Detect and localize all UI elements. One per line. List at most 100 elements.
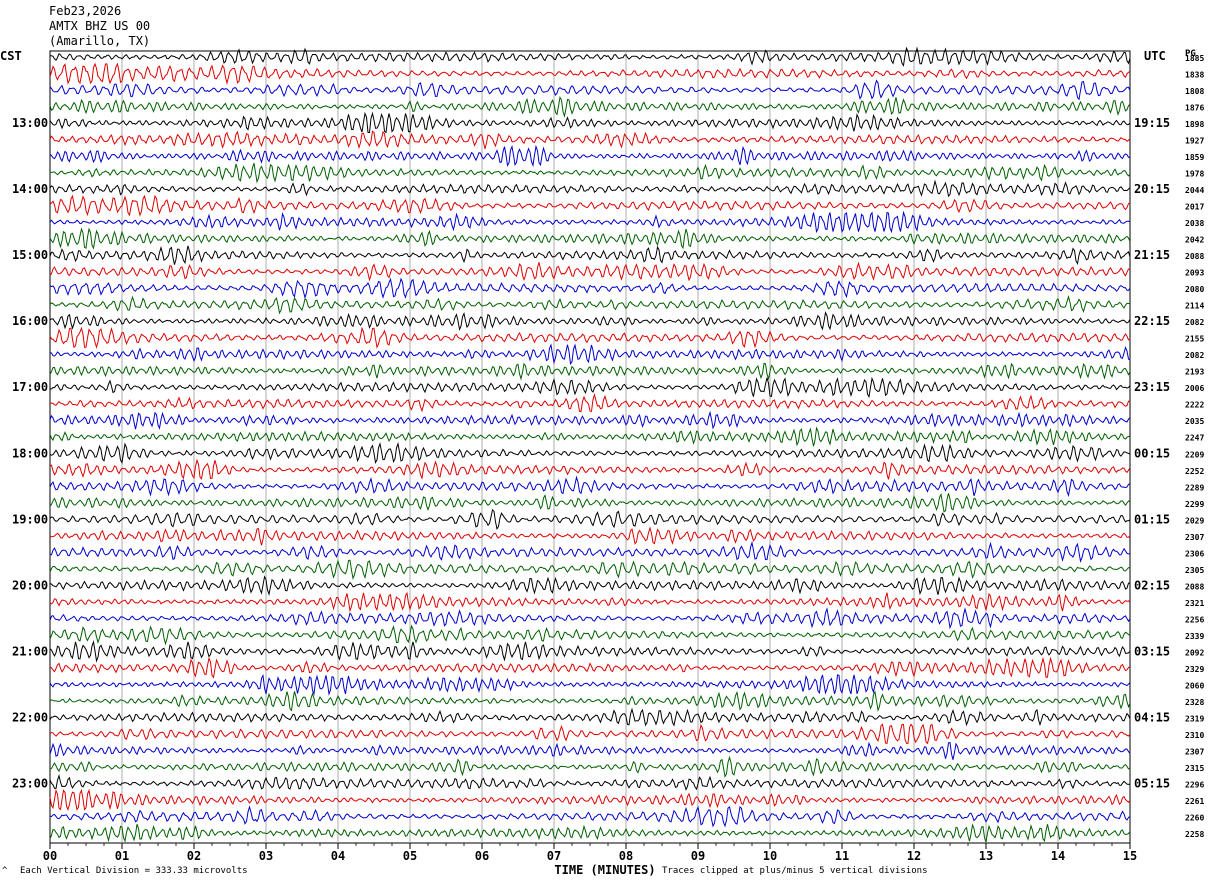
trace-offset-label: 2299 <box>1185 500 1204 509</box>
trace-line <box>49 62 1131 85</box>
trace-offset-label: 2044 <box>1185 186 1204 195</box>
left-hour-label: 15:00 <box>12 248 48 262</box>
right-hour-label: 01:15 <box>1134 512 1170 526</box>
trace-line <box>49 392 1131 413</box>
trace-line <box>49 95 1131 118</box>
x-axis-label: TIME (MINUTES) <box>554 863 655 877</box>
x-tick-label: 03 <box>259 849 273 863</box>
trace-line <box>49 343 1131 365</box>
trace-line <box>49 508 1131 531</box>
trace-line <box>49 591 1131 613</box>
left-hour-label: 16:00 <box>12 314 48 328</box>
x-tick-label: 05 <box>403 849 417 863</box>
trace-line <box>49 376 1131 399</box>
trace-offset-label: 2060 <box>1185 681 1204 690</box>
left-hour-label: 13:00 <box>12 116 48 130</box>
trace-line <box>49 559 1131 581</box>
left-hour-label: 23:00 <box>12 776 48 790</box>
x-tick-label: 10 <box>763 849 777 863</box>
right-header-label: PG <box>1185 49 1196 59</box>
trace-offset-label: 2252 <box>1185 467 1204 476</box>
x-tick-label: 09 <box>691 849 705 863</box>
trace-line <box>49 277 1131 300</box>
x-tick-label: 13 <box>979 849 993 863</box>
trace-offset-label: 1885 <box>1185 54 1204 63</box>
trace-offset-label: 2307 <box>1185 533 1204 542</box>
x-tick-label: 06 <box>475 849 489 863</box>
trace-offset-label: 2114 <box>1185 302 1204 311</box>
trace-line <box>49 311 1131 332</box>
location-label: (Amarillo, TX) <box>49 34 151 48</box>
trace-line <box>49 640 1131 663</box>
trace-line <box>49 458 1131 480</box>
trace-offset-label: 2155 <box>1185 335 1204 344</box>
right-hour-label: 05:15 <box>1134 776 1170 790</box>
trace-offset-label: 2329 <box>1185 665 1204 674</box>
left-hour-label: 14:00 <box>12 182 48 196</box>
trace-line <box>49 245 1131 266</box>
trace-line <box>49 788 1131 811</box>
trace-offset-label: 2315 <box>1185 764 1204 773</box>
trace-offset-label: 2035 <box>1185 417 1204 426</box>
trace-line <box>49 823 1131 843</box>
x-tick-label: 00 <box>43 849 57 863</box>
trace-offset-label: 2093 <box>1185 269 1204 278</box>
trace-offset-label: 1927 <box>1185 137 1204 146</box>
trace-offset-label: 2296 <box>1185 780 1204 789</box>
trace-line <box>49 111 1131 134</box>
trace-offset-label: 2006 <box>1185 384 1204 393</box>
trace-offset-label: 1838 <box>1185 71 1204 80</box>
left-hour-label: 21:00 <box>12 644 48 658</box>
trace-offset-label: 2017 <box>1185 203 1204 212</box>
trace-offset-label: 2261 <box>1185 797 1204 806</box>
trace-offset-label: 2247 <box>1185 434 1204 443</box>
trace-line <box>49 690 1131 712</box>
trace-line <box>49 130 1131 150</box>
trace-offset-label: 2088 <box>1185 252 1204 261</box>
trace-line <box>49 261 1131 282</box>
trace-line <box>49 526 1131 546</box>
right-hour-label: 20:15 <box>1134 182 1170 196</box>
x-tick-label: 02 <box>187 849 201 863</box>
x-tick-label: 12 <box>907 849 921 863</box>
left-timezone-label: CST <box>0 49 22 63</box>
corner-mark: ^ <box>2 866 8 876</box>
right-hour-label: 21:15 <box>1134 248 1170 262</box>
x-tick-label: 11 <box>835 849 849 863</box>
trace-offset-label: 2256 <box>1185 615 1204 624</box>
right-hour-label: 00:15 <box>1134 446 1170 460</box>
trace-line <box>49 426 1131 447</box>
trace-offset-label: 2328 <box>1185 698 1204 707</box>
trace-offset-label: 2305 <box>1185 566 1204 575</box>
trace-line <box>49 607 1131 630</box>
trace-offset-label: 2310 <box>1185 731 1204 740</box>
trace-line <box>49 656 1131 679</box>
clip-note: Traces clipped at plus/minus 5 vertical … <box>662 866 928 876</box>
trace-offset-label: 2082 <box>1185 318 1204 327</box>
trace-offset-label: 2306 <box>1185 549 1204 558</box>
x-tick-label: 15 <box>1123 849 1137 863</box>
trace-line <box>49 362 1131 381</box>
trace-line <box>49 755 1131 778</box>
x-tick-label: 14 <box>1051 849 1065 863</box>
trace-offset-label: 2222 <box>1185 401 1204 410</box>
scale-note: Each Vertical Division = 333.33 microvol… <box>20 866 248 876</box>
x-tick-label: 04 <box>331 849 345 863</box>
trace-offset-label: 2260 <box>1185 813 1204 822</box>
trace-offset-label: 2082 <box>1185 351 1204 360</box>
trace-offset-label: 2307 <box>1185 747 1204 756</box>
trace-offset-label: 2029 <box>1185 516 1204 525</box>
trace-offset-label: 2080 <box>1185 285 1204 294</box>
right-hour-label: 22:15 <box>1134 314 1170 328</box>
left-hour-label: 20:00 <box>12 578 48 592</box>
trace-line <box>50 162 1131 184</box>
right-hour-label: 04:15 <box>1134 710 1170 724</box>
trace-offset-label: 1808 <box>1185 87 1204 96</box>
x-tick-label: 07 <box>547 849 561 863</box>
trace-line <box>49 46 1131 67</box>
left-hour-label: 19:00 <box>12 512 48 526</box>
trace-line <box>49 179 1131 198</box>
trace-line <box>49 774 1131 791</box>
trace-line <box>49 575 1131 596</box>
trace-line <box>49 144 1131 168</box>
